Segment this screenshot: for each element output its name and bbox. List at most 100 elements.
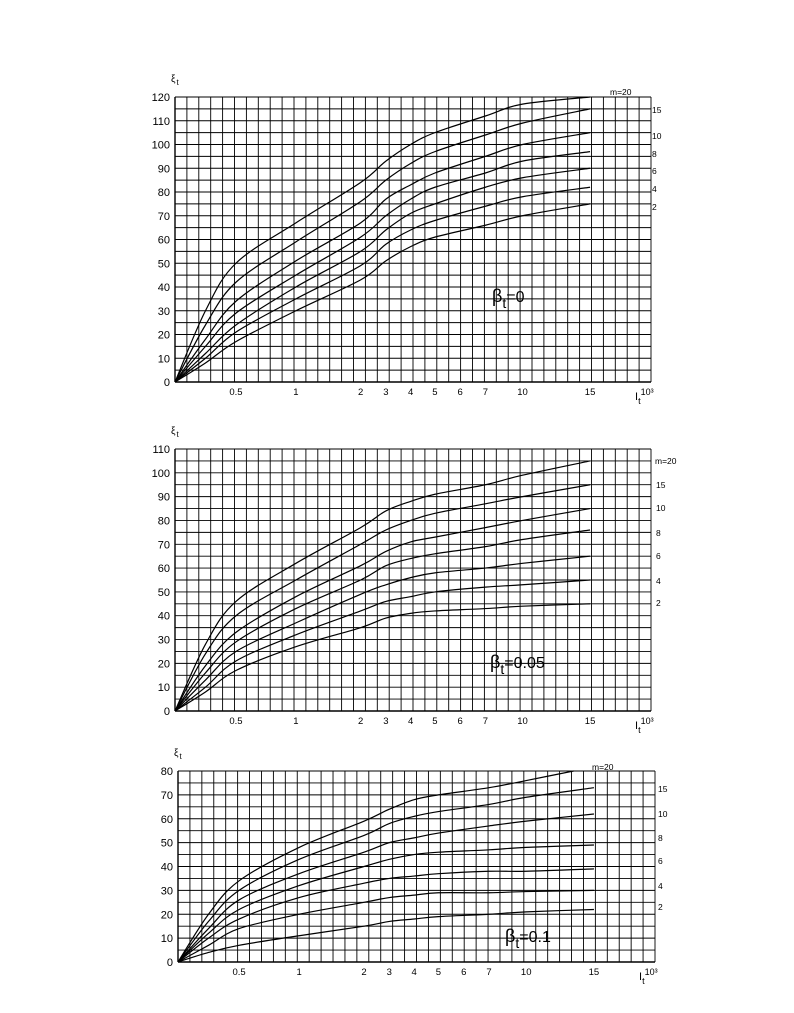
y-tick-label: 50 [158,258,170,270]
x-axis-label-sub: t [642,976,645,986]
x-tick-label: 1 [293,387,298,398]
y-tick-label: 60 [158,235,170,247]
x-tick-label: 15 [589,967,600,978]
y-axis-label-sub: t [176,430,179,439]
grid [177,770,656,963]
x-tick-label: 6 [457,716,462,727]
curve-10 [174,132,591,383]
curve-label: 10 [658,809,668,819]
x-tick-label: 10 [517,387,528,398]
y-tick-label: 90 [158,492,170,504]
grid [174,448,652,712]
y-axis-label: ξt [171,74,179,87]
curve-15 [174,484,591,712]
x-axis-label-sup: 10³ [645,967,658,977]
curve-10 [174,507,591,712]
x-tick-label: 3 [383,387,388,398]
x-tick-label: 15 [585,387,596,398]
curve-4 [174,186,591,383]
curve-m20 [174,460,591,712]
curve-8 [174,151,591,383]
curve-2 [177,908,594,963]
curve-label: m=20 [610,87,632,97]
y-tick-label: 40 [161,862,173,874]
y-tick-label: 10 [158,353,170,365]
x-tick-label: 7 [483,716,488,727]
x-axis-label: It10³ [639,967,658,986]
x-tick-label: 5 [432,716,437,727]
x-axis-label-sup: 10³ [641,387,654,397]
curve-label: 6 [652,166,657,176]
curve-label: 15 [658,784,668,794]
curve-2 [174,603,591,712]
x-axis-label-sub: t [638,396,641,406]
curve-6 [174,167,591,383]
y-axis-label-sub: t [176,78,179,87]
curve-10 [177,813,595,963]
curve-label: 15 [652,105,662,115]
x-tick-label: 7 [483,387,488,398]
x-axis-label-sub: t [638,725,641,735]
y-tick-label: 100 [152,140,170,152]
y-tick-label: 60 [161,814,173,826]
curve-label: 6 [656,551,661,561]
y-tick-label: 40 [158,611,170,623]
curve-label: 4 [656,576,661,586]
curve-label: 6 [658,856,663,866]
curve-label: m=20 [655,456,677,466]
curve-15 [174,108,591,383]
beta-annotation-sub: t [502,295,506,311]
curve-8 [174,529,591,712]
y-tick-label: 110 [152,116,170,128]
curve-label: 2 [658,902,663,912]
y-axis-label: ξt [174,748,182,761]
y-tick-label: 10 [161,933,173,945]
x-tick-label: 7 [486,967,491,978]
grid [174,96,652,383]
x-tick-label: 0.5 [229,716,242,727]
curve-15 [177,787,595,963]
curve-label: 10 [652,131,662,141]
y-tick-label: 70 [161,790,173,802]
y-tick-label: 30 [158,306,170,318]
curve-m20 [174,96,591,383]
beta-annotation: βt=0.05 [490,652,545,677]
curve-label: 4 [652,184,657,194]
x-tick-label: 3 [383,716,388,727]
curve-label: 8 [656,528,661,538]
beta-annotation-sub: t [515,935,519,951]
curve-6 [177,868,594,963]
y-tick-label: 10 [158,682,170,694]
x-tick-label: 4 [411,967,416,978]
curve-4 [174,579,591,712]
curve-label: 2 [652,202,657,212]
curve-label: 8 [652,149,657,159]
x-tick-label: 10 [517,716,528,727]
y-tick-label: 80 [158,515,170,527]
curve-4 [177,889,594,963]
x-tick-label: 3 [387,967,392,978]
y-tick-label: 110 [152,444,170,456]
y-tick-label: 80 [158,187,170,199]
y-tick-label: 40 [158,282,170,294]
curve-6 [174,555,591,712]
beta-annotation-value: =0 [506,289,524,306]
y-tick-label: 30 [161,885,173,897]
y-axis-label-sub: t [179,752,182,761]
x-tick-label: 4 [408,716,413,727]
curve-2 [174,203,591,383]
y-tick-label: 50 [158,587,170,599]
y-tick-label: 80 [161,766,173,778]
y-tick-label: 20 [158,658,170,670]
y-tick-label: 0 [164,706,170,718]
x-axis-label: It10³ [635,716,654,735]
chart-panel-1: 0 10 20 30 40 50 60 70 80 90 100 110 120 0.5 1 2 3 4 5 6 7 10… [152,74,662,406]
x-tick-label: 0.5 [232,967,245,978]
y-tick-label: 100 [152,468,170,480]
curve-label: 15 [656,480,666,490]
curve-label: m=20 [592,762,614,772]
x-axis-label: It10³ [635,387,654,406]
y-tick-label: 0 [167,957,173,969]
